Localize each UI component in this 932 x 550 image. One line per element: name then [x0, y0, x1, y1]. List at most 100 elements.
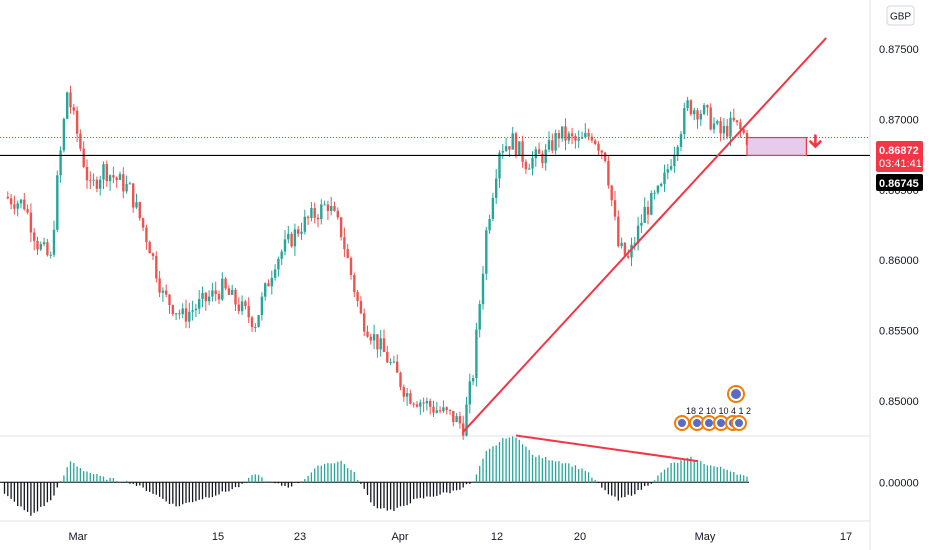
candle-body: [260, 296, 264, 316]
candle-body: [108, 175, 112, 182]
candle-body: [102, 164, 105, 180]
candle-body: [372, 334, 376, 341]
candle-body: [277, 258, 280, 270]
oscillator-tick-label: 0.00000: [879, 477, 919, 489]
time-axis[interactable]: Mar 15 23 Apr 12 20 May 17: [69, 531, 853, 543]
candle-body: [554, 133, 557, 151]
candle-body: [518, 141, 521, 156]
candle-body: [471, 378, 475, 382]
candle-body: [178, 313, 181, 315]
candle-body: [412, 403, 415, 405]
candle-body: [544, 149, 547, 164]
candle-body: [732, 117, 735, 121]
candle-body: [181, 308, 184, 315]
candle-body: [346, 249, 349, 258]
candle-body: [504, 146, 508, 152]
candle-body: [716, 121, 719, 124]
candle-body: [640, 222, 643, 226]
candle-body: [630, 244, 633, 258]
candle-body: [287, 233, 290, 240]
candle-body: [211, 290, 214, 297]
economic-events[interactable]: 18 2 10 10 4 1 2: [674, 385, 751, 431]
currency-badge[interactable]: GBP: [886, 5, 915, 26]
candle-body: [82, 148, 85, 167]
price-axis[interactable]: 0.850000.855000.860000.865000.870000.875…: [879, 44, 919, 489]
candle-body: [214, 290, 217, 295]
target-zone-box: [746, 136, 808, 157]
candle-body: [465, 404, 468, 436]
candle-body: [729, 117, 732, 137]
candle-body: [201, 292, 204, 300]
candle-body: [165, 290, 168, 295]
candle-body: [336, 210, 339, 218]
candle-body: [653, 192, 656, 194]
candle-body: [257, 315, 260, 327]
divergence-line: [515, 434, 698, 463]
candle-body: [250, 317, 254, 328]
candle-body: [669, 166, 673, 170]
candle-body: [699, 113, 702, 120]
candle-body: [686, 100, 689, 109]
candle-body: [39, 244, 42, 250]
candle-body: [79, 133, 82, 149]
candle-body: [221, 278, 224, 300]
candle-body: [369, 336, 372, 341]
candle-body: [712, 123, 716, 130]
candle-body: [603, 152, 607, 162]
candle-body: [498, 152, 501, 179]
candle-body: [16, 203, 19, 209]
candle-body: [244, 301, 247, 307]
rising-trendline: [462, 37, 827, 433]
candle-body: [310, 208, 313, 219]
candle-body: [462, 423, 465, 436]
candle-body: [72, 107, 75, 111]
candle-body: [359, 301, 363, 314]
candle-body: [247, 306, 250, 318]
candle-body: [425, 400, 429, 404]
candle-body: [313, 208, 316, 218]
candle-body: [702, 105, 706, 114]
candle-body: [69, 92, 72, 108]
oscillator-histogram: [0, 436, 749, 516]
candle-body: [356, 292, 359, 302]
candle-body: [726, 125, 729, 137]
candle-body: [306, 216, 310, 219]
candle-body: [6, 196, 9, 199]
candle-body: [23, 199, 26, 210]
candle-body: [495, 178, 498, 198]
chart-drawings[interactable]: [0, 37, 870, 463]
candle-body: [59, 150, 62, 176]
candle-body: [551, 140, 554, 151]
candle-body: [435, 410, 438, 413]
current-price-tag: 0.86872 03:41:41: [876, 141, 923, 172]
candle-body: [594, 140, 597, 144]
candle-body: [524, 161, 528, 170]
candle-body: [508, 146, 511, 150]
candle-body: [577, 138, 580, 141]
candle-body: [584, 132, 587, 138]
candle-body: [501, 151, 504, 153]
candle-body: [122, 174, 125, 192]
candle-body: [171, 305, 174, 315]
chart-grid: [0, 0, 871, 550]
candle-body: [570, 133, 574, 137]
candle-body: [392, 361, 396, 363]
time-tick-label: 12: [491, 531, 503, 543]
candle-body: [49, 254, 52, 256]
candle-body: [739, 122, 742, 130]
candle-body: [280, 251, 283, 259]
candle-body: [590, 136, 594, 141]
candle-body: [46, 242, 49, 256]
candle-body: [415, 404, 419, 407]
time-tick-label: 23: [294, 531, 306, 543]
candle-body: [125, 184, 128, 192]
candle-body: [26, 209, 29, 213]
candle-body: [561, 126, 564, 139]
candle-body: [405, 393, 409, 397]
candle-body: [475, 329, 478, 379]
candle-body: [735, 120, 739, 123]
candle-body: [478, 304, 481, 330]
candle-body: [293, 229, 297, 247]
candle-body: [89, 180, 92, 182]
